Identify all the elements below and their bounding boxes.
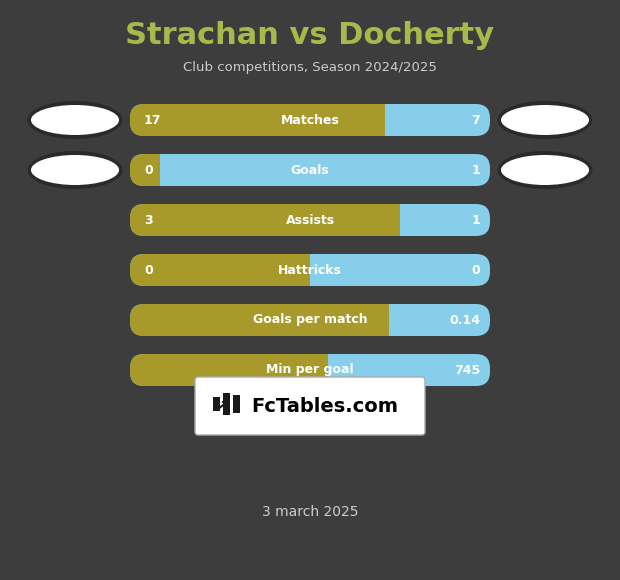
Text: Matches: Matches [281, 114, 339, 126]
Text: 0: 0 [471, 263, 480, 277]
Text: 3: 3 [144, 213, 153, 227]
Bar [296, 254, 310, 286]
Text: 1: 1 [471, 164, 480, 176]
FancyBboxPatch shape [130, 254, 490, 286]
Text: 0.14: 0.14 [449, 314, 480, 327]
Text: Hattricks: Hattricks [278, 263, 342, 277]
FancyBboxPatch shape [130, 104, 385, 136]
Bar [146, 154, 160, 186]
Text: 0: 0 [144, 164, 153, 176]
Bar [233, 395, 240, 413]
Ellipse shape [497, 101, 593, 139]
Text: 745: 745 [454, 364, 480, 376]
Ellipse shape [31, 105, 119, 135]
Text: 17: 17 [144, 114, 161, 126]
Bar [213, 397, 220, 411]
FancyBboxPatch shape [195, 377, 425, 435]
Text: FcTables.com: FcTables.com [252, 397, 399, 415]
Text: 1: 1 [471, 213, 480, 227]
Bar [371, 104, 385, 136]
FancyBboxPatch shape [130, 204, 400, 236]
Text: 0: 0 [144, 263, 153, 277]
Ellipse shape [27, 101, 123, 139]
Bar [386, 204, 400, 236]
FancyBboxPatch shape [130, 204, 490, 236]
Text: 3 march 2025: 3 march 2025 [262, 505, 358, 519]
FancyBboxPatch shape [130, 354, 328, 386]
Text: Assists: Assists [285, 213, 335, 227]
Bar [314, 354, 328, 386]
Text: Min per goal: Min per goal [266, 364, 354, 376]
FancyBboxPatch shape [130, 354, 490, 386]
Text: Goals per match: Goals per match [253, 314, 367, 327]
FancyBboxPatch shape [130, 254, 310, 286]
Ellipse shape [501, 155, 589, 185]
FancyBboxPatch shape [130, 304, 389, 336]
FancyBboxPatch shape [130, 154, 490, 186]
FancyBboxPatch shape [130, 154, 160, 186]
Ellipse shape [27, 151, 123, 189]
Text: Strachan vs Docherty: Strachan vs Docherty [125, 20, 495, 49]
Ellipse shape [31, 155, 119, 185]
FancyBboxPatch shape [130, 304, 490, 336]
Ellipse shape [501, 105, 589, 135]
Text: 7: 7 [471, 114, 480, 126]
Text: Club competitions, Season 2024/2025: Club competitions, Season 2024/2025 [183, 61, 437, 74]
FancyBboxPatch shape [130, 104, 490, 136]
Bar [375, 304, 389, 336]
Bar [223, 393, 230, 415]
Text: Goals: Goals [291, 164, 329, 176]
Ellipse shape [497, 151, 593, 189]
